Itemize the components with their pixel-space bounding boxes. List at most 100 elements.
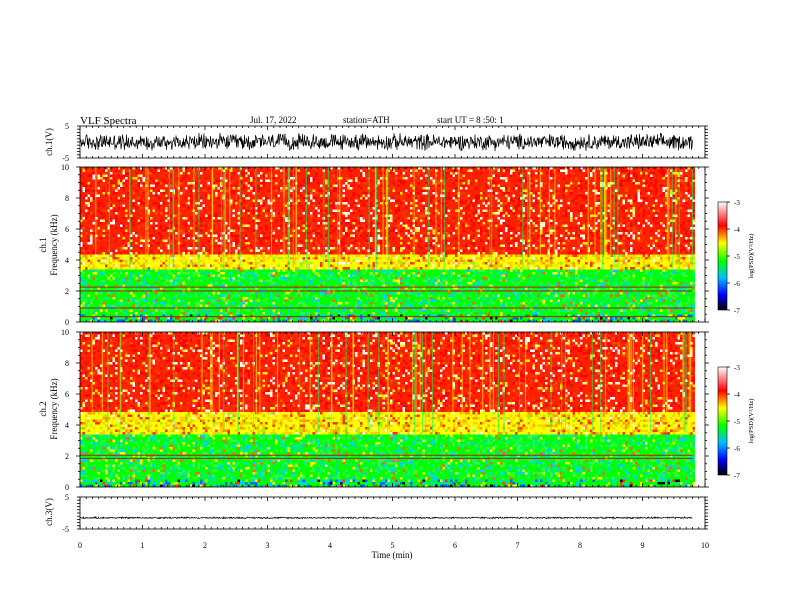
ch1-spec-cell <box>572 189 575 192</box>
ch1-spec-cell <box>442 192 445 195</box>
ch1-spec-cell <box>140 204 143 207</box>
ch1-spec-cell <box>195 207 198 210</box>
ch1-spec-cell <box>402 212 405 215</box>
ch1-spec-cell <box>682 172 685 175</box>
ch1-spec-cell <box>230 192 233 195</box>
ch1-spec-cell <box>170 202 173 205</box>
ch1-spec-cell <box>152 172 155 175</box>
ch1-spec-cell <box>400 187 403 190</box>
ch1-spec-cell <box>420 209 423 212</box>
ch1-spec-cell <box>187 174 190 177</box>
ch1-spec-cell <box>505 172 508 175</box>
ch1-spec-cell <box>672 209 675 212</box>
ch1-spec-cell <box>685 204 688 207</box>
ch1-spec-cell <box>115 177 118 180</box>
ch1-spec-cell <box>482 189 485 192</box>
ch1-spec-cell <box>115 172 118 175</box>
ch1-spec-cell <box>407 209 410 212</box>
ch1-spec-cell <box>225 179 228 182</box>
ch1-spec-cell <box>252 184 255 187</box>
ch1-spec-cell <box>380 189 383 192</box>
ch1-spec-cell <box>672 179 675 182</box>
ch1-spec-cell <box>205 187 208 190</box>
ch1-spec-cell <box>205 179 208 182</box>
ch1-spec-cell <box>225 194 228 197</box>
ch1-spec-cell <box>175 184 178 187</box>
ch1-spec-cell <box>420 199 423 202</box>
ch1-spec-cell <box>267 207 270 210</box>
ch1-spec-cell <box>532 199 535 202</box>
ch1-spec-cell <box>420 174 423 177</box>
ch1-spec-cell <box>370 192 373 195</box>
ch1-spec-cell <box>410 179 413 182</box>
ch1-spec-cell <box>315 209 318 212</box>
ch1-spec-cell <box>682 167 685 170</box>
ch1-spec-cell <box>442 177 445 180</box>
ch1-spec-cell <box>507 207 510 210</box>
ch1-spec-cell <box>182 169 185 172</box>
ch1-spec-cell <box>150 172 153 175</box>
ch1-spec-cell <box>637 172 640 175</box>
ch1-spec-cell <box>555 174 558 177</box>
ch1-spec-cell <box>495 182 498 185</box>
ch1-spec-cell <box>245 177 248 180</box>
ch1-spec-cell <box>300 197 303 200</box>
ch1-spec-cell <box>285 189 288 192</box>
ch1-spec-cell <box>527 177 530 180</box>
ch1-spec-cell <box>475 204 478 207</box>
ch1-spec-cell <box>687 172 690 175</box>
ch1-spec-cell <box>690 167 693 170</box>
ch1-spec-cell <box>187 209 190 212</box>
ch1-spec-cell <box>277 174 280 177</box>
ch1-spec-cell <box>362 202 365 205</box>
ch1-spec-cell <box>202 177 205 180</box>
ch1-spec-cell <box>405 192 408 195</box>
ch1-spec-cell <box>640 184 643 187</box>
ch1-spec-cell <box>622 194 625 197</box>
ch1-spec-cell <box>195 179 198 182</box>
ch1-spec-cell <box>365 202 368 205</box>
ch1-spec-cell <box>340 204 343 207</box>
ch1-spec-cell <box>125 197 128 200</box>
ch1-spec-cell <box>532 169 535 172</box>
ch1-spec-cell <box>437 184 440 187</box>
ch1-spec-cell <box>227 177 230 180</box>
ch1-spec-cell <box>645 172 648 175</box>
ch1-spec-cell <box>235 182 238 185</box>
ch1-spec-cell <box>520 199 523 202</box>
ch1-spec-cell <box>690 212 693 215</box>
ch1-spec-cell <box>550 199 553 202</box>
ch1-spec-cell <box>342 179 345 182</box>
ch1-spec-cell <box>310 212 313 215</box>
ch1-spec-cell <box>342 182 345 185</box>
ch1-spec-cell <box>615 192 618 195</box>
ch1-spec-cell <box>182 207 185 210</box>
ch1-spec-cell <box>135 212 138 215</box>
ch1-spec-cell <box>590 202 593 205</box>
ch1-spec-cell <box>532 194 535 197</box>
ch1-spec-cell <box>552 209 555 212</box>
ch1-spec-cell <box>182 214 185 217</box>
ch1-spec-cell <box>217 199 220 202</box>
ch1-spec-cell <box>297 194 300 197</box>
ch1-spec-cell <box>547 174 550 177</box>
ch1-spec-cell <box>300 187 303 190</box>
ch1-spec-cell <box>182 172 185 175</box>
ch1-spec-cell <box>652 187 655 190</box>
ch1-spec-cell <box>117 199 120 202</box>
ch1-spec-cell <box>332 189 335 192</box>
ch1-spec-cell <box>242 172 245 175</box>
ch1-spec-cell <box>647 174 650 177</box>
ch1-spec-cell <box>127 182 130 185</box>
ch1-spec-cell <box>655 212 658 215</box>
ch1-spec-cell <box>362 207 365 210</box>
ch1-spec-cell <box>212 172 215 175</box>
ch1-spec-cell <box>182 197 185 200</box>
ch1-spec-cell <box>465 207 468 210</box>
ch1-spec-cell <box>332 187 335 190</box>
ch1-spec-cell <box>175 169 178 172</box>
ch1-spec-cell <box>97 192 100 195</box>
ch1-spec-cell <box>290 189 293 192</box>
ch1-spec-cell <box>330 174 333 177</box>
ch1-spec-cell <box>215 184 218 187</box>
